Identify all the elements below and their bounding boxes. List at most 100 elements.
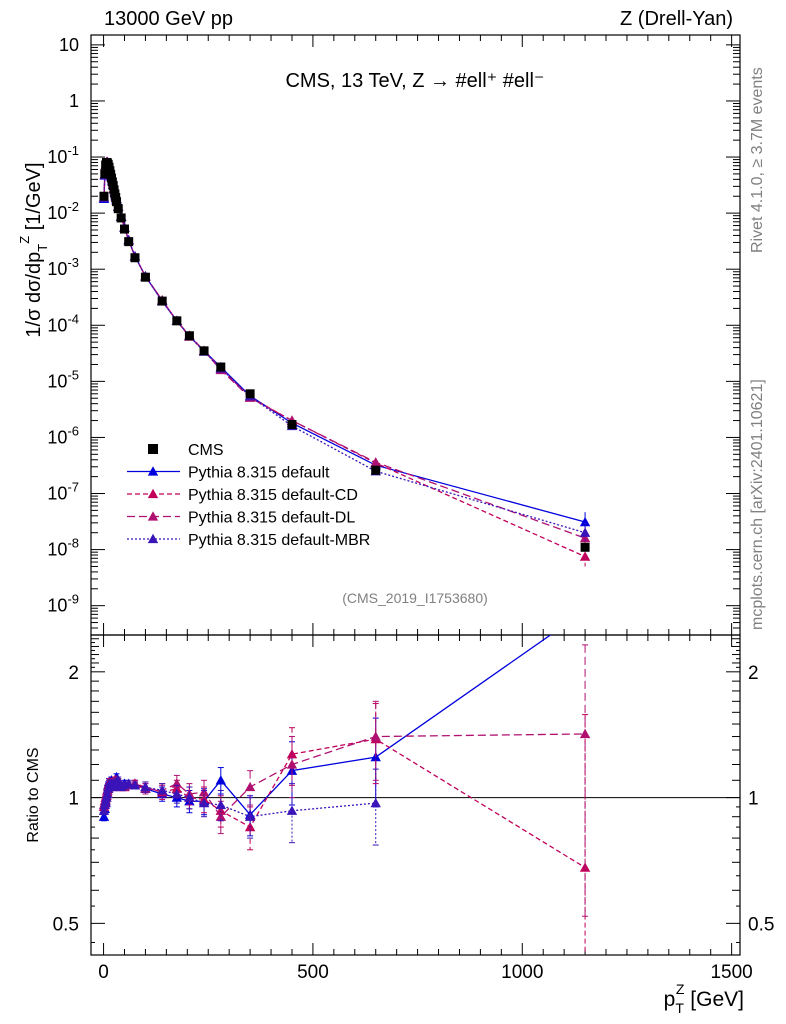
cms-data-point (157, 296, 167, 306)
ratio-series-solid (98, 635, 552, 837)
ratio-series-layer (98, 635, 591, 955)
ratio-y-tick-label-right: 2 (748, 663, 759, 684)
legend: CMS Pythia 8.315 default Pythia 8.315 defa… (127, 442, 370, 549)
series-line (103, 161, 586, 523)
ratio-y-tick-labels-right: 0.5 1 2 (748, 663, 774, 936)
y-tick-label: 10-2 (47, 199, 79, 223)
legend-swatch (148, 444, 158, 454)
cms-data-point (172, 316, 182, 326)
ratio-data-point (370, 731, 381, 741)
main-axis-ticks (91, 35, 740, 636)
legend-marker (147, 466, 159, 476)
ratio-axis-ticks (91, 635, 740, 955)
ratio-data-point (113, 775, 124, 785)
ratio-data-point (184, 792, 195, 802)
cms-data-point (124, 237, 134, 247)
legend-marker (147, 533, 159, 544)
ratio-data-point (198, 797, 210, 808)
x-axis-title: pTZ [GeV] (664, 981, 744, 1016)
analysis-watermark: (CMS_2019_I1753680) (342, 590, 488, 606)
y-tick-label: 10 (59, 35, 79, 55)
cms-data-point (580, 542, 590, 552)
cms-data-point (99, 191, 109, 201)
cms-data-point (371, 465, 381, 475)
y-tick-label: 10-8 (47, 536, 79, 560)
legend-entry: Pythia 8.315 default (127, 465, 330, 482)
ratio-y-tick-label: 1 (68, 789, 79, 810)
legend-label: Pythia 8.315 default (188, 465, 330, 482)
cms-data-point (140, 272, 150, 282)
ratio-y-tick-label-right: 0.5 (748, 914, 774, 935)
legend-entry: Pythia 8.315 default-CD (127, 487, 358, 504)
ratio-data-point (215, 799, 226, 810)
ratio-y-tick-labels: 0.5 1 2 (53, 663, 79, 936)
legend-label: Pythia 8.315 default-MBR (188, 532, 370, 549)
ratio-data-point (102, 788, 113, 799)
series-solid (98, 156, 591, 532)
main-y-tick-labels: 10-9 10-8 10-7 10-6 10-5 10-4 10-3 10-2 10-1 1 10 (47, 35, 79, 616)
legend-entry: Pythia 8.315 default-MBR (127, 532, 370, 549)
series-line (103, 161, 586, 534)
ratio-data-point (123, 778, 134, 788)
process-label: Z (Drell-Yan) (620, 8, 733, 30)
cms-data-point (245, 389, 255, 399)
ratio-data-point (215, 775, 226, 785)
legend-marker (147, 511, 159, 521)
ratio-data-point (286, 759, 298, 769)
legend-label: Pythia 8.315 default-CD (188, 487, 358, 504)
cms-data-point (112, 197, 122, 207)
ratio-data-point (98, 811, 110, 821)
series-dashed (98, 156, 591, 567)
x-tick-label: 0 (98, 962, 109, 983)
data-point (370, 457, 381, 467)
y-tick-label: 10-6 (47, 423, 79, 447)
chart-title: CMS, 13 TeV, Z → #ell⁺ #ell⁻ (285, 70, 544, 92)
y-tick-label: 10-7 (47, 480, 79, 504)
ratio-data-point (140, 781, 151, 792)
legend-marker (147, 488, 159, 499)
legend-label: CMS (188, 442, 224, 459)
y-tick-label: 10-3 (47, 255, 79, 279)
ratio-series-dotted (98, 768, 381, 846)
ratio-y-tick-label: 0.5 (53, 914, 79, 935)
ratio-series-dashed-long (98, 644, 591, 917)
cms-data-point (116, 213, 126, 223)
ylabel-post: [1/GeV] (23, 162, 45, 235)
data-point (579, 532, 591, 543)
ylabel-sub: T (35, 244, 50, 252)
ratio-y-axis-title: Ratio to CMS (25, 747, 42, 842)
y-tick-label: 10-1 (47, 143, 79, 167)
mcplots-label: mcplots.cern.ch [arXiv:2401.10621] (749, 379, 766, 630)
cms-data-point (119, 224, 129, 234)
ratio-data-point (156, 785, 168, 795)
y-tick-label: 10-5 (47, 367, 79, 391)
ratio-data-point (244, 781, 256, 792)
ratio-data-point (98, 805, 110, 815)
beam-label: 13000 GeV pp (104, 8, 233, 30)
series-line (103, 161, 586, 539)
cms-data-point (199, 346, 209, 356)
y-tick-label: 1 (69, 91, 79, 111)
series-cms (99, 157, 590, 552)
cms-data-point (130, 253, 140, 263)
cms-data-point (100, 169, 110, 179)
legend-entry: CMS (148, 442, 224, 459)
ratio-panel-frame (90, 634, 741, 956)
main-series-layer (98, 156, 591, 567)
x-tick-label: 500 (297, 962, 329, 983)
ratio-y-tick-label-right: 1 (748, 789, 759, 810)
cms-data-point (287, 420, 297, 430)
x-tick-label: 1500 (710, 962, 752, 983)
cms-data-point (113, 204, 123, 214)
ratio-data-point (370, 797, 381, 808)
series-dotted (98, 157, 591, 543)
legend-entry: Pythia 8.315 default-DL (127, 510, 355, 527)
ratio-data-point (244, 811, 256, 821)
x-tick-label: 1000 (501, 962, 543, 983)
rivet-version-label: Rivet 4.1.0, ≥ 3.7M events (749, 67, 766, 253)
ratio-data-point (171, 788, 183, 799)
legend-label: Pythia 8.315 default-DL (188, 510, 355, 527)
y-tick-label: 10-9 (47, 592, 79, 616)
ratio-y-tick-label: 2 (68, 663, 79, 684)
